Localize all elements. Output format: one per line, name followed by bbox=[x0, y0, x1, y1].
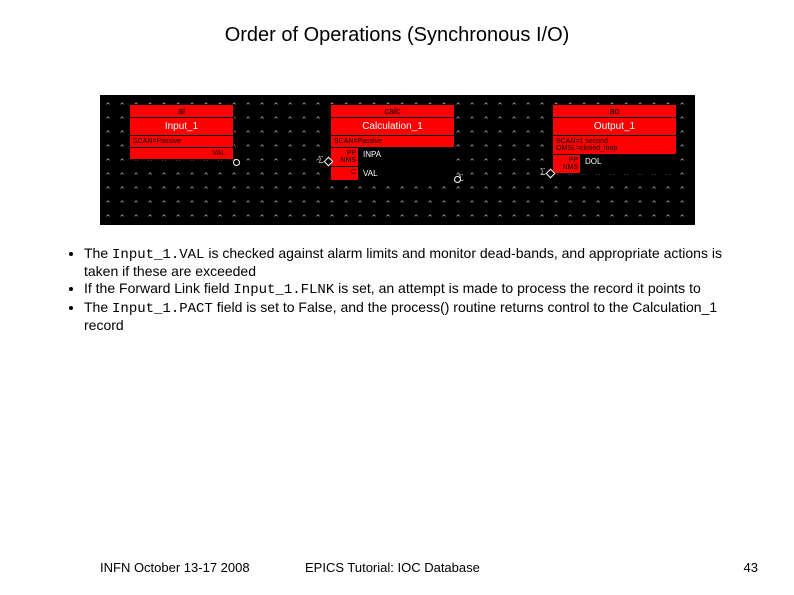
bullet-item: The Input_1.PACT field is set to False, … bbox=[84, 299, 754, 333]
bullet-list: The Input_1.VAL is checked against alarm… bbox=[66, 245, 754, 334]
record-ai-val-label: VAL bbox=[130, 148, 233, 159]
record-ai-name: Input_1 bbox=[130, 118, 233, 136]
record-ao-dol-pp: PP NMS bbox=[553, 155, 581, 173]
record-calc-scan: SCAN=Passive bbox=[331, 136, 454, 148]
footer-right: 43 bbox=[744, 560, 758, 575]
record-ao-scan: SCAN=1 second OMSL=closed_loop bbox=[553, 136, 676, 155]
ai-val-port bbox=[233, 159, 240, 166]
footer-center: EPICS Tutorial: IOC Database bbox=[305, 560, 480, 575]
record-ai: ai Input_1 SCAN=Passive VAL bbox=[129, 104, 234, 160]
record-ao: ao Output_1 SCAN=1 second OMSL=closed_lo… bbox=[552, 104, 677, 174]
record-ao-type: ao bbox=[553, 105, 676, 118]
bullet-item: If the Forward Link field Input_1.FLNK i… bbox=[84, 280, 754, 298]
slide-title: Order of Operations (Synchronous I/O) bbox=[0, 24, 794, 47]
footer-left: INFN October 13-17 2008 bbox=[100, 560, 250, 575]
epics-diagram: ^^^^^^^^^^^^^^^^^^^^^^^^^^^^^^^^^^^^^^^^… bbox=[100, 95, 695, 225]
record-calc-c-val: VAL bbox=[359, 167, 454, 180]
record-calc-c-label: C bbox=[331, 167, 359, 180]
record-calc-name: Calculation_1 bbox=[331, 118, 454, 136]
bullet-item: The Input_1.VAL is checked against alarm… bbox=[84, 245, 754, 279]
record-ao-dol: DOL bbox=[581, 155, 676, 173]
record-calc-inpa: INPA bbox=[359, 148, 454, 166]
record-calc-inpa-pp: PP NMS bbox=[331, 148, 359, 166]
record-calc: calc Calculation_1 SCAN=Passive PP NMS I… bbox=[330, 104, 455, 181]
calc-val-port bbox=[454, 176, 461, 183]
record-ai-type: ai bbox=[130, 105, 233, 118]
record-calc-type: calc bbox=[331, 105, 454, 118]
record-ai-scan: SCAN=Passive bbox=[130, 136, 233, 148]
record-ao-name: Output_1 bbox=[553, 118, 676, 136]
